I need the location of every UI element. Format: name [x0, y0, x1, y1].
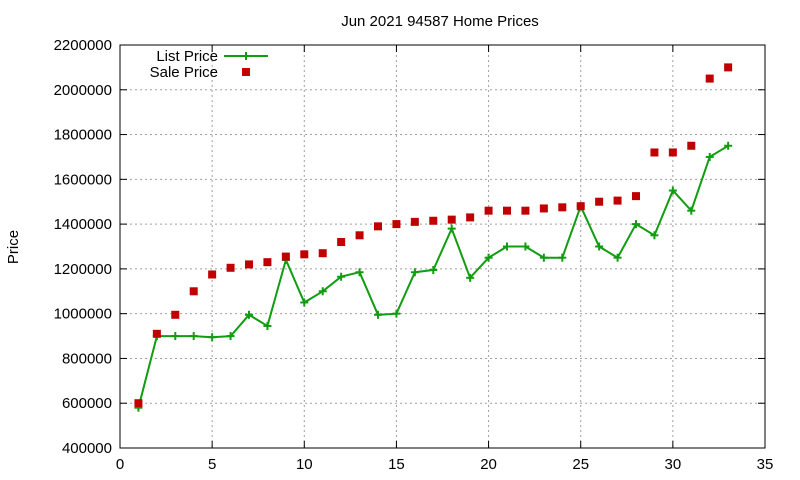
list-price-point — [668, 186, 677, 195]
legend-marker-sale-price — [242, 68, 250, 76]
y-tick-label: 1800000 — [54, 127, 112, 144]
y-tick-label: 1000000 — [54, 306, 112, 323]
list-price-point — [613, 253, 622, 262]
y-tick-label: 2200000 — [54, 37, 112, 54]
y-tick-label: 800000 — [62, 350, 112, 367]
x-tick-label: 30 — [665, 456, 682, 473]
list-price-point — [171, 332, 180, 341]
sale-price-point — [650, 148, 659, 157]
list-price-point — [208, 333, 217, 342]
list-price-point — [687, 206, 696, 215]
list-price-point — [300, 298, 309, 307]
sale-price-point — [503, 206, 511, 215]
sale-price-point — [668, 148, 677, 157]
list-price-point — [355, 268, 364, 277]
list-price-point — [447, 224, 456, 233]
list-price-point — [318, 287, 327, 296]
sale-price-point — [392, 220, 401, 229]
sale-price-point — [208, 270, 217, 279]
list-price-line — [137, 144, 729, 408]
x-tick-label: 15 — [388, 456, 405, 473]
plot-frame — [119, 44, 766, 449]
sale-price-point — [724, 63, 733, 72]
list-price-point — [705, 152, 714, 161]
sale-price-point — [337, 238, 346, 247]
x-tick-label: 0 — [116, 456, 124, 473]
sale-price-point — [595, 197, 604, 206]
x-axis-ticks: 0 5 10 15 20 25 30 35 — [116, 45, 774, 473]
sale-price-point — [171, 310, 180, 319]
y-axis-ticks: 400000 600000 800000 1000000 1200000 1400000 1… — [54, 37, 765, 457]
list-price-point — [466, 273, 475, 282]
sale-price-point — [152, 329, 161, 338]
sale-price-point — [281, 252, 290, 261]
list-price-point — [539, 253, 548, 262]
y-tick-label: 600000 — [62, 395, 112, 412]
sale-price-point — [189, 287, 198, 296]
chart-title: Jun 2021 94587 Home Prices — [341, 13, 539, 30]
list-price-point — [189, 332, 198, 341]
sale-price-point — [134, 399, 143, 408]
sale-price-point — [410, 217, 419, 226]
y-axis-label: Price — [5, 230, 22, 264]
sale-price-point — [263, 258, 272, 267]
list-price-point — [503, 242, 511, 251]
x-tick-label: 10 — [296, 456, 313, 473]
sale-price-point — [705, 74, 714, 83]
list-price-point — [632, 220, 640, 229]
legend-label-sale-price: Sale Price — [150, 64, 218, 81]
sale-price-point — [374, 222, 382, 231]
list-price-point — [226, 332, 235, 341]
sale-price-point — [318, 249, 327, 258]
list-price-point — [374, 310, 382, 319]
list-price-point — [263, 321, 272, 330]
list-price-point — [484, 253, 493, 262]
sale-price-point — [355, 231, 364, 240]
list-price-point — [429, 266, 438, 275]
sale-price-point — [558, 203, 567, 212]
sale-price-point — [300, 250, 309, 259]
legend-label-list-price: List Price — [156, 48, 218, 65]
x-tick-label: 20 — [480, 456, 497, 473]
sale-price-point — [521, 206, 530, 215]
sale-price-point — [576, 202, 585, 211]
sale-price-point — [447, 215, 456, 224]
y-tick-label: 2000000 — [54, 82, 112, 99]
list-price-point — [558, 253, 567, 262]
y-tick-label: 1400000 — [54, 216, 112, 233]
sale-price-point — [539, 204, 548, 213]
sale-price-point — [245, 260, 253, 269]
y-tick-label: 400000 — [62, 440, 112, 457]
sale-price-point — [632, 192, 640, 201]
grid-lines — [120, 45, 765, 448]
sale-price-point — [466, 213, 475, 222]
list-price-point — [245, 310, 253, 319]
list-price-point — [392, 309, 401, 318]
sale-price-point — [429, 216, 438, 225]
sale-price-point — [226, 263, 235, 272]
list-price-point — [595, 242, 604, 251]
list-price-point — [410, 268, 419, 277]
x-tick-label: 25 — [572, 456, 589, 473]
y-tick-label: 1600000 — [54, 171, 112, 188]
list-price-point — [521, 242, 530, 251]
list-price-point — [724, 141, 733, 150]
x-tick-label: 35 — [757, 456, 774, 473]
plot-series — [134, 63, 733, 412]
list-price-point — [337, 272, 346, 281]
sale-price-point — [613, 196, 622, 205]
y-tick-label: 1200000 — [54, 261, 112, 278]
sale-price-point — [484, 206, 493, 215]
sale-price-point — [687, 141, 696, 150]
x-tick-label: 5 — [208, 456, 216, 473]
list-price-point — [650, 231, 659, 240]
